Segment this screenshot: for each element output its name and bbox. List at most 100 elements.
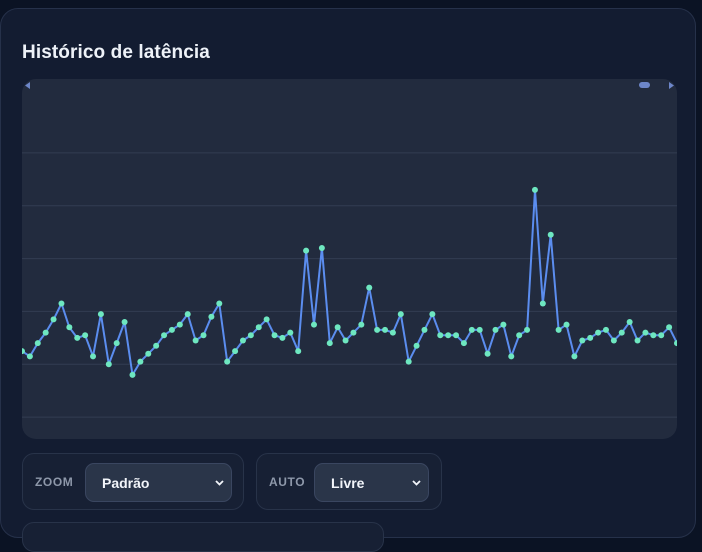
- data-point[interactable]: [413, 342, 420, 349]
- data-point[interactable]: [389, 329, 396, 336]
- data-point[interactable]: [555, 326, 562, 333]
- zoom-select[interactable]: Padrão: [85, 463, 232, 502]
- data-point[interactable]: [200, 332, 207, 339]
- data-point[interactable]: [216, 300, 223, 307]
- data-point[interactable]: [287, 329, 294, 336]
- data-point[interactable]: [539, 300, 546, 307]
- data-point[interactable]: [571, 353, 578, 360]
- data-point[interactable]: [153, 342, 160, 349]
- data-point[interactable]: [34, 340, 41, 347]
- data-point[interactable]: [358, 321, 365, 328]
- data-point[interactable]: [121, 319, 128, 325]
- data-point[interactable]: [468, 326, 475, 333]
- data-point[interactable]: [145, 350, 152, 357]
- data-point[interactable]: [602, 326, 609, 333]
- zoom-select-value: Padrão: [102, 475, 150, 491]
- data-point[interactable]: [326, 340, 333, 347]
- data-point[interactable]: [595, 329, 602, 336]
- data-point[interactable]: [492, 326, 499, 333]
- data-point[interactable]: [618, 329, 625, 336]
- data-point[interactable]: [531, 186, 538, 193]
- data-point[interactable]: [137, 358, 144, 365]
- data-point[interactable]: [168, 326, 175, 333]
- chevron-down-icon: [412, 480, 421, 486]
- data-point[interactable]: [666, 324, 673, 331]
- data-point[interactable]: [113, 340, 120, 347]
- data-point[interactable]: [579, 337, 586, 344]
- data-point[interactable]: [658, 332, 665, 339]
- data-point[interactable]: [587, 334, 594, 341]
- data-point[interactable]: [129, 371, 136, 378]
- data-point[interactable]: [405, 358, 412, 365]
- data-point[interactable]: [382, 326, 389, 333]
- latency-chart-svg: [22, 152, 677, 418]
- data-point[interactable]: [239, 337, 246, 344]
- data-point[interactable]: [476, 326, 483, 333]
- data-point[interactable]: [650, 332, 657, 339]
- data-point[interactable]: [445, 332, 452, 339]
- auto-select-value: Livre: [331, 475, 365, 491]
- data-point[interactable]: [508, 353, 515, 360]
- data-point[interactable]: [350, 329, 357, 336]
- data-point[interactable]: [208, 313, 215, 320]
- data-point[interactable]: [82, 332, 89, 339]
- data-point[interactable]: [90, 353, 97, 360]
- data-point[interactable]: [610, 337, 617, 344]
- data-point[interactable]: [500, 321, 507, 328]
- data-point[interactable]: [263, 316, 270, 323]
- bottom-card: [22, 522, 384, 552]
- data-point[interactable]: [255, 324, 262, 331]
- data-point[interactable]: [22, 348, 25, 355]
- data-point[interactable]: [460, 340, 467, 347]
- data-point[interactable]: [295, 348, 302, 355]
- chevron-left-icon[interactable]: [25, 82, 30, 89]
- data-point[interactable]: [247, 332, 254, 339]
- data-point[interactable]: [303, 247, 310, 254]
- data-point[interactable]: [74, 334, 81, 341]
- data-point[interactable]: [366, 284, 373, 291]
- data-point[interactable]: [642, 329, 649, 336]
- data-point[interactable]: [310, 321, 317, 328]
- auto-control: AUTO Livre: [256, 453, 442, 510]
- data-point[interactable]: [429, 311, 436, 318]
- data-point[interactable]: [626, 319, 633, 325]
- data-point[interactable]: [397, 311, 404, 318]
- data-point[interactable]: [105, 361, 112, 368]
- chevron-right-icon[interactable]: [669, 82, 674, 89]
- data-point[interactable]: [184, 311, 191, 318]
- data-point[interactable]: [524, 326, 531, 333]
- scrollbar-thumb[interactable]: [639, 82, 650, 88]
- chart-scrollbar[interactable]: [22, 79, 677, 92]
- data-point[interactable]: [271, 332, 278, 339]
- data-point[interactable]: [674, 340, 677, 347]
- data-point[interactable]: [547, 231, 554, 238]
- data-point[interactable]: [516, 332, 523, 339]
- data-point[interactable]: [484, 350, 491, 357]
- data-point[interactable]: [66, 324, 73, 331]
- data-point[interactable]: [224, 358, 231, 365]
- auto-label: AUTO: [269, 475, 306, 489]
- data-point[interactable]: [232, 348, 239, 355]
- data-point[interactable]: [279, 334, 286, 341]
- data-point[interactable]: [192, 337, 199, 344]
- data-point[interactable]: [437, 332, 444, 339]
- data-point[interactable]: [318, 245, 325, 251]
- data-point[interactable]: [563, 321, 570, 328]
- data-point[interactable]: [453, 332, 460, 339]
- data-point[interactable]: [97, 311, 104, 318]
- data-point[interactable]: [176, 321, 183, 328]
- data-point[interactable]: [161, 332, 168, 339]
- data-point[interactable]: [421, 326, 428, 333]
- data-point[interactable]: [50, 316, 57, 323]
- data-point[interactable]: [374, 326, 381, 333]
- data-point[interactable]: [634, 337, 641, 344]
- data-point[interactable]: [26, 353, 33, 360]
- data-point[interactable]: [58, 300, 65, 307]
- data-point[interactable]: [342, 337, 349, 344]
- zoom-label: ZOOM: [35, 475, 74, 489]
- zoom-control: ZOOM Padrão: [22, 453, 244, 510]
- latency-chart[interactable]: [22, 79, 677, 439]
- auto-select[interactable]: Livre: [314, 463, 429, 502]
- data-point[interactable]: [42, 329, 49, 336]
- data-point[interactable]: [334, 324, 341, 331]
